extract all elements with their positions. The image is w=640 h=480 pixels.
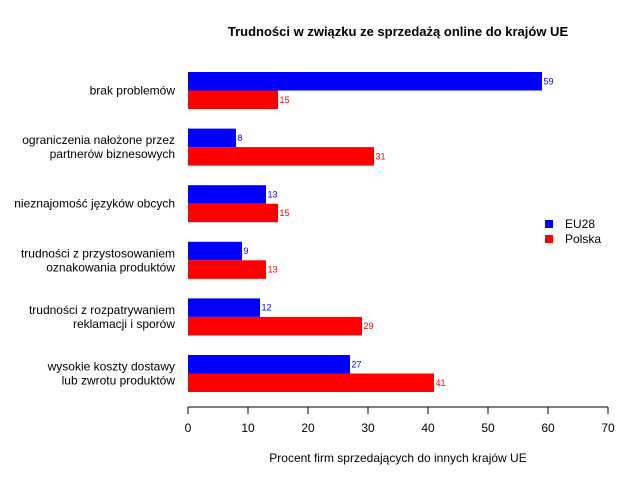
category-labels: brak problemów ograniczenia nałożone prze…	[14, 84, 175, 388]
category-label: trudności z rozpatrywaniem reklamacji i s…	[29, 303, 175, 331]
bar-polska	[188, 316, 362, 336]
data-label-polska: 41	[436, 378, 446, 388]
bar-eu28	[188, 72, 542, 91]
bar-polska	[188, 260, 266, 279]
data-label-eu28: 9	[244, 246, 249, 256]
data-label-eu28: 27	[352, 359, 362, 369]
category-label-line: trudności z przystosowaniem	[21, 246, 175, 260]
category-label: ograniczenia nałożone przez partnerów biz…	[22, 133, 175, 161]
x-tick-label: 70	[601, 421, 615, 435]
x-axis-title: Procent firm sprzedających do innych kra…	[269, 451, 526, 465]
category-label-line: partnerów biznesowych	[50, 147, 175, 161]
category-label-line: reklamacji i sporów	[73, 317, 175, 331]
bar-eu28	[188, 355, 350, 374]
x-tick-label: 20	[301, 421, 315, 435]
data-label-eu28: 13	[268, 189, 278, 199]
bar-polska	[188, 203, 278, 223]
category-label: nieznajomość języków obcych	[14, 197, 175, 211]
data-label-polska: 29	[364, 321, 374, 331]
category-label-line: trudności z rozpatrywaniem	[29, 303, 175, 317]
x-tick-label: 40	[421, 421, 435, 435]
chart-title: Trudności w związku ze sprzedażą online …	[228, 24, 569, 39]
x-tick-label: 30	[361, 421, 375, 435]
bar-eu28	[188, 128, 236, 148]
data-label-eu28: 59	[544, 76, 554, 86]
category-label-line: nieznajomość języków obcych	[14, 197, 175, 211]
category-label-line: oznakowania produktów	[46, 260, 175, 274]
legend-swatch-polska	[545, 235, 553, 243]
data-label-polska: 31	[376, 151, 386, 161]
bar-eu28	[188, 298, 260, 317]
bars	[188, 72, 542, 392]
category-label-line: lub zwrotu produktów	[62, 374, 176, 388]
category-label: trudności z przystosowaniem oznakowania p…	[21, 246, 175, 274]
data-label-polska: 15	[280, 95, 290, 105]
x-axis: 0 10 20 30 40 50 60 70	[185, 406, 615, 435]
bar-eu28	[188, 185, 266, 204]
category-label: wysokie koszty dostawy lub zwrotu produkt…	[47, 360, 176, 388]
data-label-polska: 13	[268, 265, 278, 275]
category-label-line: ograniczenia nałożone przez	[22, 133, 175, 147]
x-tick-label: 0	[185, 421, 192, 435]
bar-polska	[188, 373, 434, 392]
data-label-eu28: 8	[238, 133, 243, 143]
legend-label-polska: Polska	[565, 232, 601, 246]
category-label: brak problemów	[90, 84, 176, 98]
bar-eu28	[188, 241, 242, 261]
legend-label-eu28: EU28	[565, 217, 595, 231]
data-label-polska: 15	[280, 208, 290, 218]
bar-polska	[188, 90, 278, 109]
x-tick-label: 10	[241, 421, 255, 435]
bar-polska	[188, 147, 374, 166]
data-label-eu28: 12	[262, 303, 272, 313]
x-tick-label: 50	[481, 421, 495, 435]
category-label-line: wysokie koszty dostawy	[47, 360, 175, 374]
category-label-line: brak problemów	[90, 84, 176, 98]
legend-swatch-eu28	[545, 220, 553, 228]
x-tick-label: 60	[541, 421, 555, 435]
